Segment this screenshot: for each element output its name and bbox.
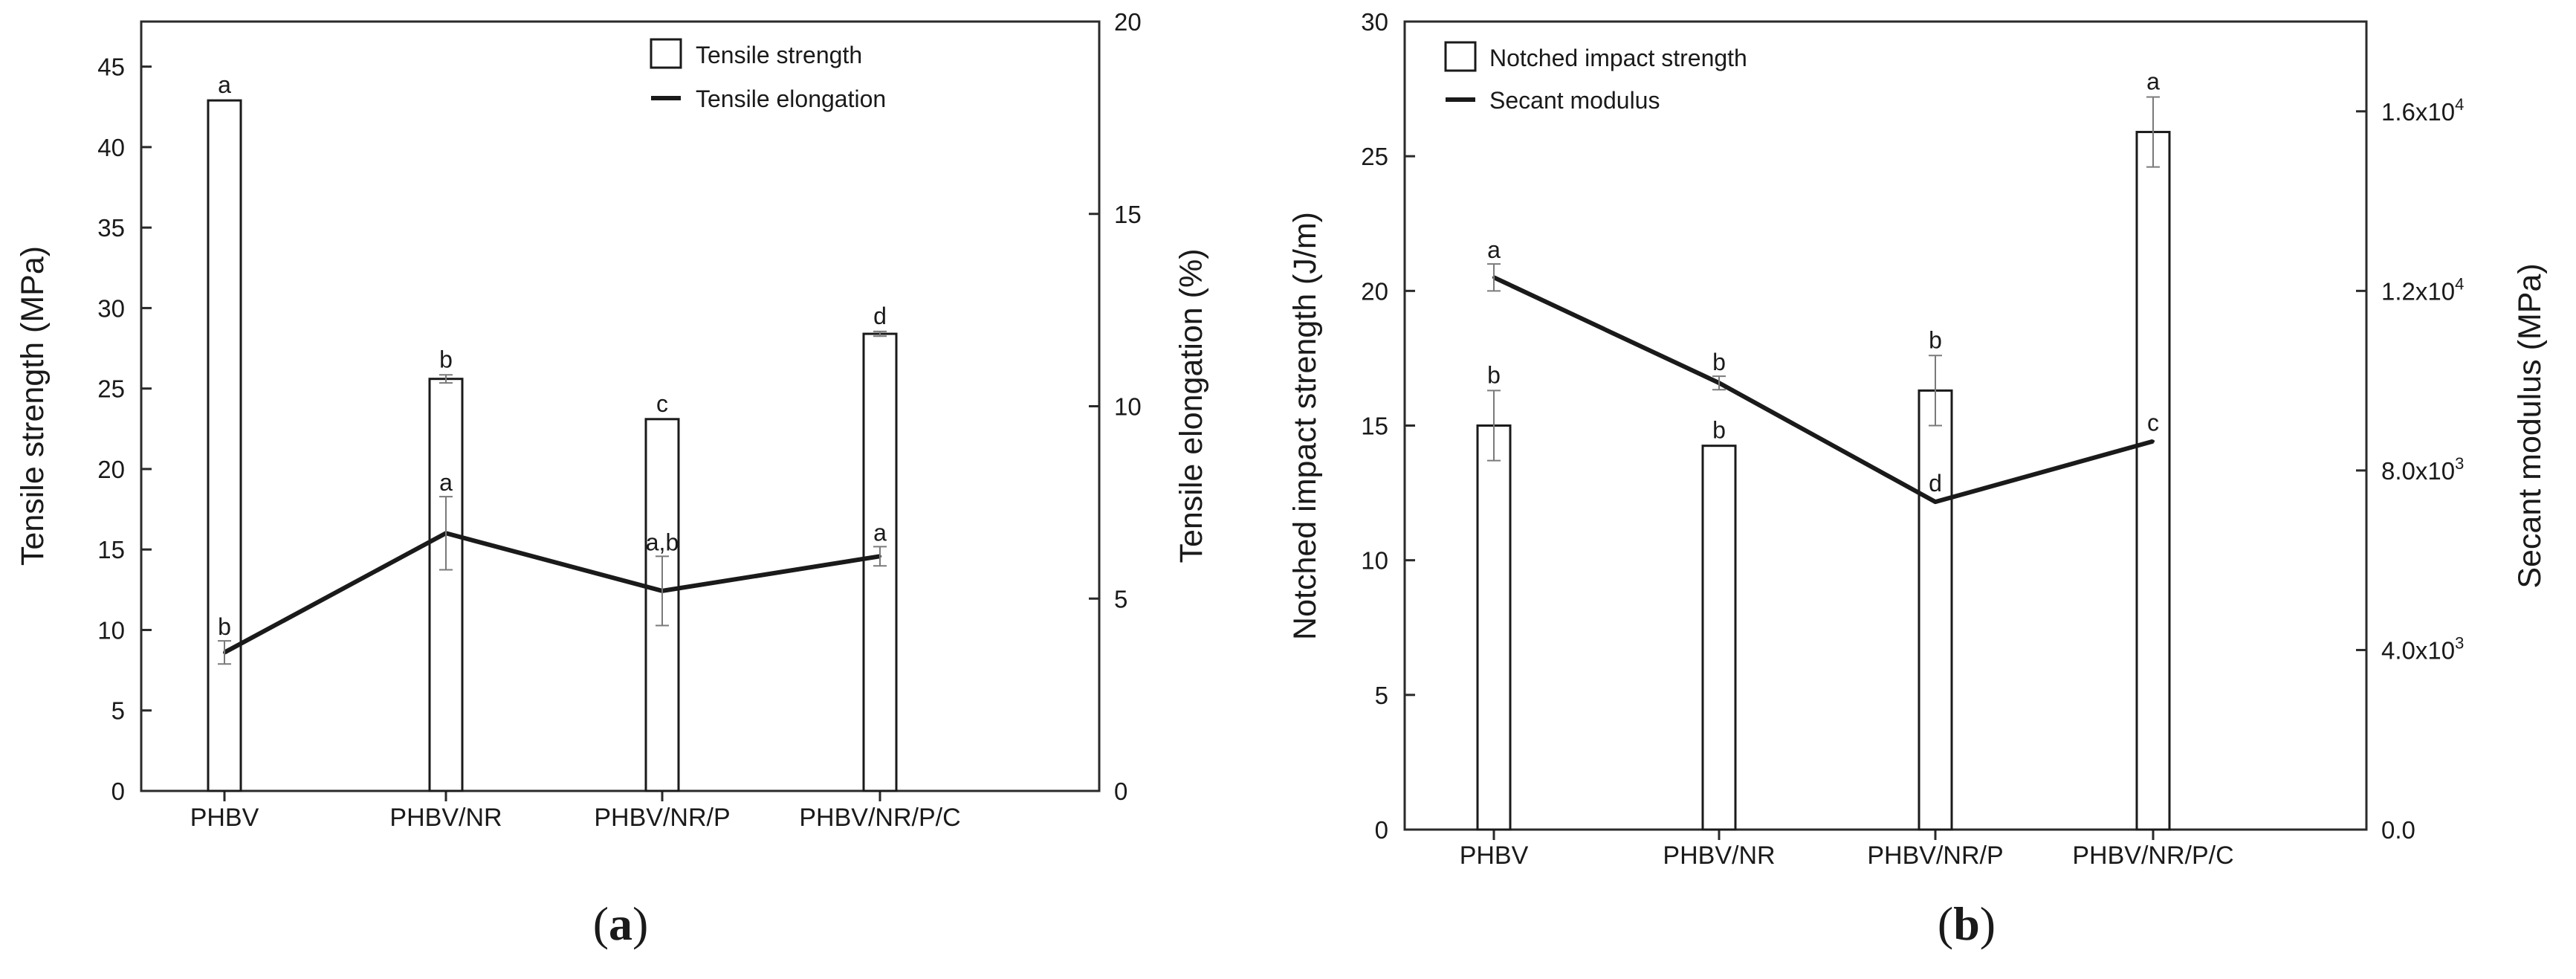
panel-b-legend: Notched impact strength Secant modulus bbox=[1444, 41, 1747, 114]
panel-a-right-axis-title: Tensile elongation (%) bbox=[1174, 248, 1209, 563]
panel-b-right-tick-label: 8.0x103 bbox=[2381, 454, 2464, 485]
panel-b-left-tick-label: 0 bbox=[1375, 816, 1388, 844]
panel-b-line-point bbox=[1934, 500, 1937, 504]
panel-a-bar-significance-label: d bbox=[873, 303, 887, 329]
panel-b-bar bbox=[1918, 389, 1953, 831]
panel-b-left-tick-label: 25 bbox=[1361, 143, 1388, 170]
panel-a-left-tick-label: 20 bbox=[97, 456, 125, 483]
panel-a-legend-item-tensile-elongation: Tensile elongation bbox=[696, 85, 886, 112]
panel-a-chart: 0 5 10 15 20 25 30 35 40 45 0 5 10 15 20 PHBV PHBV/NR PHB… bbox=[15, 8, 1209, 950]
panel-b-left-tick-label: 10 bbox=[1361, 547, 1388, 575]
panel-a-left-tick-label: 35 bbox=[97, 214, 125, 242]
panel-b-right-tick-label: 1.2x104 bbox=[2381, 274, 2464, 305]
panel-a-right-tick-label: 15 bbox=[1114, 201, 1142, 228]
panel-a-bar bbox=[207, 99, 242, 792]
panel-b-category-label: PHBV/NR bbox=[1663, 841, 1775, 870]
panel-b-left-tick-label: 20 bbox=[1361, 277, 1388, 305]
panel-a-left-tick-label: 25 bbox=[97, 375, 125, 403]
panel-b-right-tick-label: 1.6x104 bbox=[2381, 95, 2464, 126]
panel-b-bar-significance-label: b bbox=[1929, 326, 1942, 353]
panel-b-plot-frame bbox=[1403, 20, 2368, 831]
panel-a-line-significance-label: a,b bbox=[646, 529, 679, 555]
panel-a-bar-significance-label: a bbox=[218, 71, 231, 98]
panel-a-left-tick-label: 40 bbox=[97, 134, 125, 161]
panel-a-legend-item-tensile-strength: Tensile strength bbox=[696, 42, 862, 68]
panel-a-right-tick-label: 0 bbox=[1114, 778, 1127, 805]
panel-a-category-label: PHBV/NR/P/C bbox=[799, 804, 960, 832]
panel-a-plot-frame bbox=[140, 20, 1101, 792]
panel-b-bar-significance-label: b bbox=[1487, 361, 1501, 388]
panel-b-category-label: PHBV/NR/P/C bbox=[2072, 841, 2233, 870]
panel-b-left-tick-label: 15 bbox=[1361, 413, 1388, 440]
panel-a-left-tick-label: 5 bbox=[111, 697, 125, 725]
panel-b-right-tick-label: 4.0x103 bbox=[2381, 633, 2464, 664]
panel-b-line-point bbox=[2152, 439, 2155, 443]
panel-a-caption: (a) bbox=[593, 897, 649, 950]
panel-b-bar-significance-label: a bbox=[2146, 68, 2160, 94]
panel-a-left-tick-label: 45 bbox=[97, 54, 125, 81]
panel-a-legend: Tensile strength Tensile elongation bbox=[650, 38, 886, 112]
panel-a-line-series bbox=[223, 531, 881, 655]
panel-b-line-significance-label: a bbox=[1487, 236, 1501, 263]
panel-a-left-axis-title: Tensile strength (MPa) bbox=[15, 246, 51, 566]
panel-a-right-tick-label: 10 bbox=[1114, 393, 1142, 421]
panel-a-left-tick-label: 0 bbox=[111, 778, 125, 805]
panel-a-bar-significance-label: b bbox=[439, 346, 453, 372]
panel-b-chart: 0 5 10 15 20 25 30 0.0 4.0x103 8.0x103 1.2x104 1.6x… bbox=[1287, 8, 2548, 950]
panel-b-bar-significance-label: b bbox=[1712, 417, 1726, 444]
panel-b-line-significance-label: b bbox=[1712, 349, 1726, 375]
panel-b-left-axis-title: Notched impact strength (J/m) bbox=[1287, 212, 1323, 640]
panel-b-bar bbox=[1701, 445, 1737, 831]
panel-b-category-label: PHBV bbox=[1460, 841, 1529, 870]
panel-b-bar bbox=[2135, 131, 2171, 831]
panel-a-left-tick-label: 15 bbox=[97, 536, 125, 563]
panel-b-line-significance-label: c bbox=[2147, 410, 2159, 436]
panel-a-ticks: 0 5 10 15 20 25 30 35 40 45 0 5 10 15 20 PHBV PHBV/NR PHB… bbox=[97, 8, 1141, 832]
panel-a-right-tick-label: 5 bbox=[1114, 585, 1127, 613]
panel-b-left-tick-label: 30 bbox=[1361, 8, 1388, 36]
panel-b-line-series bbox=[1492, 275, 2154, 505]
panel-a-line-significance-label: a bbox=[873, 519, 887, 546]
panel-a-bar-significance-label: c bbox=[656, 390, 668, 417]
panel-b-left-tick-label: 5 bbox=[1375, 682, 1388, 709]
panel-b-bar bbox=[1476, 424, 1512, 831]
panel-b-right-tick-label: 0.0 bbox=[2381, 816, 2415, 844]
panel-b-caption: (b) bbox=[1938, 897, 1996, 950]
panel-a-bar bbox=[428, 378, 464, 792]
panel-a-category-label: PHBV/NR/P bbox=[594, 804, 730, 832]
panel-a-right-tick-label: 20 bbox=[1114, 8, 1142, 36]
panel-b-legend-bar-swatch bbox=[1444, 41, 1477, 72]
panel-a-category-label: PHBV/NR bbox=[389, 804, 502, 832]
panel-a-left-tick-label: 30 bbox=[97, 294, 125, 322]
panel-b-right-axis-title: Secant modulus (MPa) bbox=[2512, 263, 2548, 588]
panel-a-left-tick-label: 10 bbox=[97, 616, 125, 644]
panel-a-marks: a b c d b a a,b a bbox=[207, 71, 898, 792]
panel-b-line-significance-label: d bbox=[1929, 470, 1942, 497]
panel-b-ticks: 0 5 10 15 20 25 30 0.0 4.0x103 8.0x103 1.2x104 1.6x… bbox=[1361, 8, 2464, 870]
panel-b-legend-item-secant-modulus: Secant modulus bbox=[1489, 87, 1660, 114]
panel-a-line-significance-label: a bbox=[439, 469, 453, 496]
panel-b-category-label: PHBV/NR/P bbox=[1867, 841, 2003, 870]
panel-b-legend-item-notched-impact-strength: Notched impact strength bbox=[1489, 45, 1747, 71]
panel-a-legend-bar-swatch bbox=[650, 38, 682, 69]
panel-a-category-label: PHBV bbox=[190, 804, 259, 832]
panel-b-marks: b b b a a b d c bbox=[1476, 68, 2171, 831]
panel-a-line-significance-label: b bbox=[218, 613, 231, 640]
